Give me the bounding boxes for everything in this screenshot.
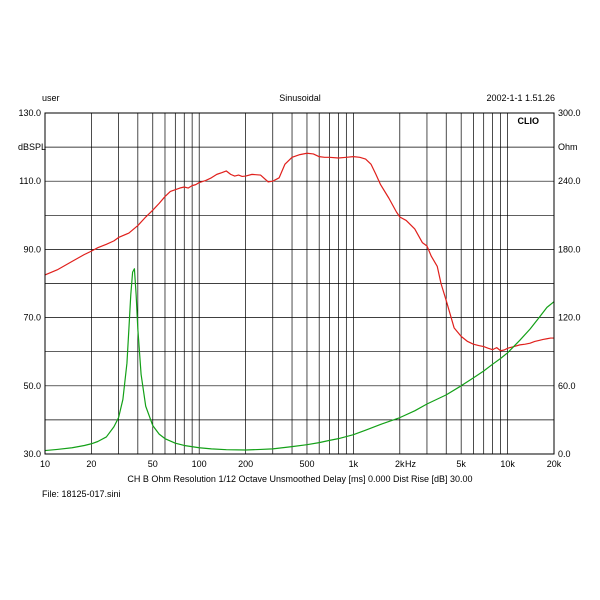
chart-series (44, 152, 555, 452)
left-tick-label: 90.0 (23, 244, 41, 254)
spl-line (44, 152, 554, 352)
header-mode: Sinusoidal (279, 93, 321, 103)
brand-logo: CLIO (518, 116, 540, 126)
left-tick-label: 50.0 (23, 381, 41, 391)
x-tick-label: 20 (86, 459, 96, 469)
x-tick-label: 500 (299, 459, 314, 469)
x-tick-label: 1k (349, 459, 359, 469)
left-axis-ticks: 30.0 50.0 70.0 90.0 110.0 130.0 (18, 108, 41, 459)
right-tick-label: 60.0 (558, 381, 576, 391)
x-axis-ticks: 10 20 50 100 200 500 1k 2k 5k 10k 20k (40, 459, 562, 469)
impedance-line (44, 268, 555, 452)
x-tick-label: 50 (148, 459, 158, 469)
left-axis-label: dBSPL (18, 142, 46, 152)
left-tick-label: 130.0 (18, 108, 41, 118)
measurement-settings: CH B Ohm Resolution 1/12 Octave Unsmooth… (127, 474, 472, 484)
plot-frame (44, 112, 555, 455)
left-tick-label: 110.0 (19, 176, 41, 186)
x-tick-label: 10 (40, 459, 50, 469)
right-tick-label: 120.0 (558, 313, 581, 323)
header-timestamp: 2002-1-1 1.51.26 (486, 93, 555, 103)
right-axis-ticks: 0.0 60.0 120.0 180.0 240.0 300.0 (558, 108, 581, 459)
header-user: user (42, 93, 60, 103)
x-axis-unit: Hz (405, 459, 416, 469)
left-tick-label: 70.0 (23, 313, 41, 323)
right-tick-label: 0.0 (558, 449, 571, 459)
left-tick-label: 30.0 (23, 449, 41, 459)
x-tick-label: 100 (192, 459, 207, 469)
x-tick-label: 20k (547, 459, 562, 469)
right-tick-label: 180.0 (558, 244, 581, 254)
x-tick-label: 2k (395, 459, 405, 469)
right-axis-label: Ohm (558, 142, 578, 152)
x-tick-label: 5k (456, 459, 466, 469)
right-tick-label: 300.0 (558, 108, 581, 118)
file-name: File: 18125-017.sini (42, 489, 121, 499)
chart-grid (45, 113, 554, 454)
right-tick-label: 240.0 (558, 176, 581, 186)
x-tick-label: 200 (238, 459, 253, 469)
x-tick-label: 10k (500, 459, 515, 469)
